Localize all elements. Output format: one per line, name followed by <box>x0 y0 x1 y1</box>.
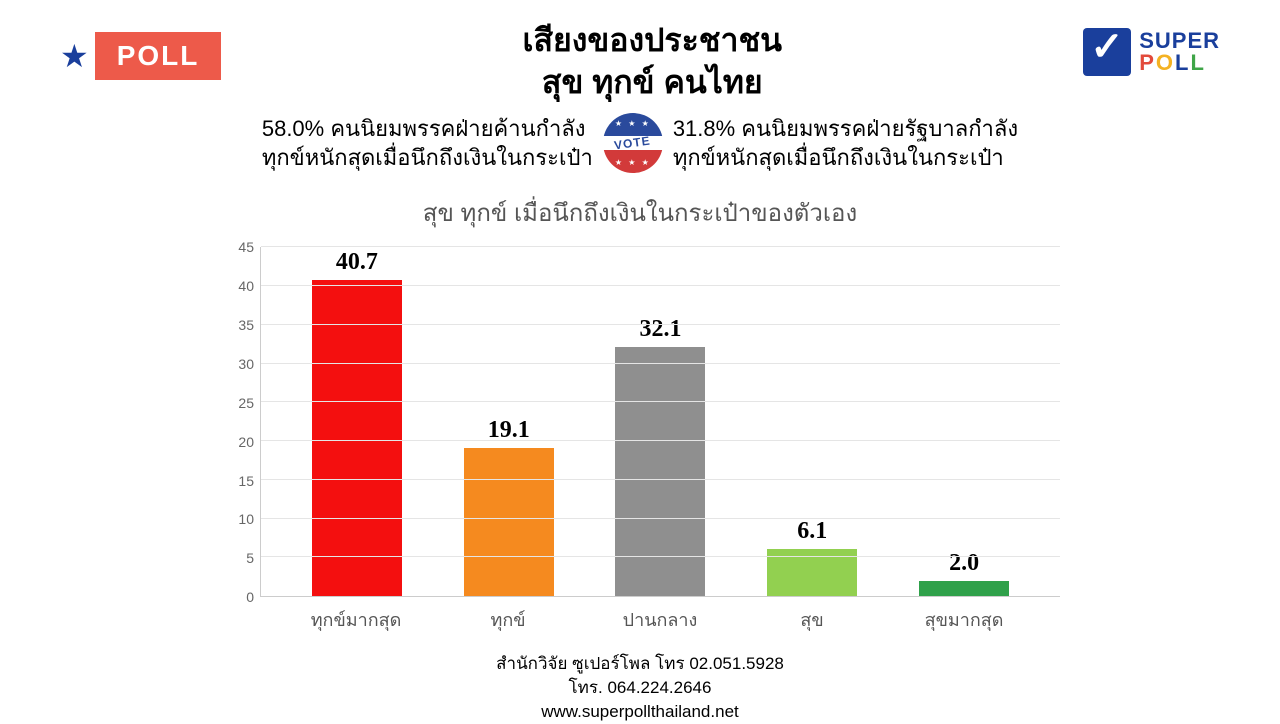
gridline <box>261 518 1060 519</box>
bar-value-label: 2.0 <box>949 550 979 577</box>
bar-value-label: 32.1 <box>639 316 681 343</box>
footer-line2: โทร. 064.224.2646 <box>0 676 1280 700</box>
chart-area: 051015202530354045 40.719.132.16.12.0 <box>220 247 1060 597</box>
x-axis-label: สุข <box>752 605 872 634</box>
y-tick: 30 <box>238 356 254 372</box>
subheader: 58.0% คนนิยมพรรคฝ่ายค้านกำลัง ทุกข์หนักส… <box>0 113 1280 183</box>
title-line-2: สุข ทุกข์ คนไทย <box>523 62 783 104</box>
chart-title: สุข ทุกข์ เมื่อนึกถึงเงินในกระเป๋าของตัว… <box>220 193 1060 232</box>
y-tick: 10 <box>238 511 254 527</box>
chart-bars: 40.7 19.1 32.1 6.1 2.0 <box>261 247 1060 596</box>
footer-line1: สำนักวิจัย ซูเปอร์โพล โทร 02.051.5928 <box>0 652 1280 676</box>
y-axis: 051015202530354045 <box>220 247 260 597</box>
bar-wrap: 40.7 <box>297 249 417 597</box>
y-tick: 0 <box>246 589 254 605</box>
gridline <box>261 246 1060 247</box>
footer: สำนักวิจัย ซูเปอร์โพล โทร 02.051.5928 โท… <box>0 652 1280 723</box>
gridline <box>261 440 1060 441</box>
x-axis-labels: ทุกข์มากสุด ทุกข์ ปานกลาง สุข สุขมากสุด <box>220 597 1060 634</box>
header: ★ POLL เสียงของประชาชน สุข ทุกข์ คนไทย S… <box>0 0 1280 113</box>
footer-line3: www.superpollthailand.net <box>0 700 1280 724</box>
bar <box>919 581 1009 597</box>
gridline <box>261 556 1060 557</box>
superpoll-text: SUPER POLL <box>1139 30 1220 74</box>
y-tick: 20 <box>238 434 254 450</box>
logo-super: SUPER <box>1139 30 1220 52</box>
x-axis-label: สุขมากสุด <box>904 605 1024 634</box>
bar-value-label: 6.1 <box>797 518 827 545</box>
x-axis-label: ทุกข์มากสุด <box>296 605 416 634</box>
page-title: เสียงของประชาชน สุข ทุกข์ คนไทย <box>523 20 783 103</box>
y-tick: 35 <box>238 317 254 333</box>
sub-left-line1: 58.0% คนนิยมพรรคฝ่ายค้านกำลัง <box>262 114 593 144</box>
chart: สุข ทุกข์ เมื่อนึกถึงเงินในกระเป๋าของตัว… <box>200 183 1080 634</box>
y-tick: 45 <box>238 239 254 255</box>
chart-plot: 40.7 19.1 32.1 6.1 2.0 <box>260 247 1060 597</box>
vote-icon: VOTE <box>603 113 663 173</box>
star-icon: ★ <box>60 37 89 75</box>
poll-badge: ★ POLL <box>60 32 221 80</box>
x-axis-label: ทุกข์ <box>448 605 568 634</box>
bar-wrap: 19.1 <box>449 417 569 597</box>
gridline <box>261 363 1060 364</box>
sub-right-line2: ทุกข์หนักสุดเมื่อนึกถึงเงินในกระเป๋า <box>673 143 1018 173</box>
sub-right-line1: 31.8% คนนิยมพรรคฝ่ายรัฐบาลกำลัง <box>673 114 1018 144</box>
y-tick: 5 <box>246 550 254 566</box>
y-tick: 15 <box>238 473 254 489</box>
bar <box>464 448 554 597</box>
gridline <box>261 401 1060 402</box>
subheader-left: 58.0% คนนิยมพรรคฝ่ายค้านกำลัง ทุกข์หนักส… <box>262 114 593 173</box>
poll-badge-text: POLL <box>95 32 222 80</box>
y-tick: 25 <box>238 395 254 411</box>
logo-poll: POLL <box>1139 52 1220 74</box>
x-axis-label: ปานกลาง <box>600 605 720 634</box>
check-icon <box>1083 28 1131 76</box>
gridline <box>261 285 1060 286</box>
title-line-1: เสียงของประชาชน <box>523 20 783 62</box>
bar <box>312 280 402 597</box>
y-tick: 40 <box>238 278 254 294</box>
subheader-right: 31.8% คนนิยมพรรคฝ่ายรัฐบาลกำลัง ทุกข์หนั… <box>673 114 1018 173</box>
bar-value-label: 40.7 <box>336 249 378 276</box>
gridline <box>261 324 1060 325</box>
bar-wrap: 32.1 <box>600 316 720 597</box>
vote-icon-label: VOTE <box>614 134 652 153</box>
bar <box>615 347 705 597</box>
gridline <box>261 479 1060 480</box>
superpoll-logo: SUPER POLL <box>1083 28 1220 76</box>
sub-left-line2: ทุกข์หนักสุดเมื่อนึกถึงเงินในกระเป๋า <box>262 143 593 173</box>
